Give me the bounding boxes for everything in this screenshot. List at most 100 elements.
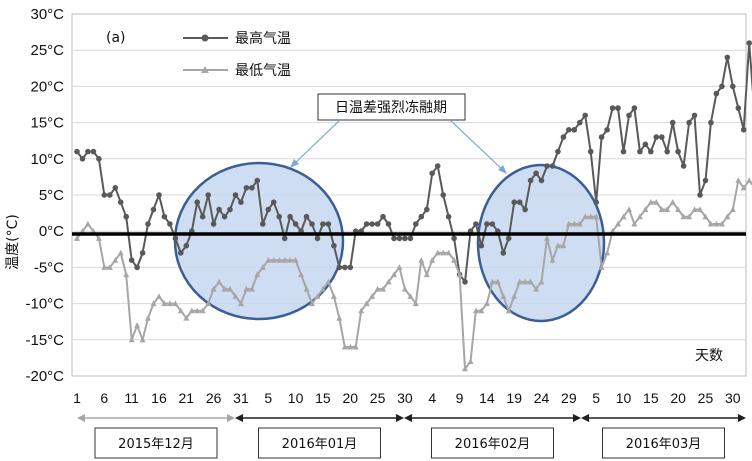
data-point (604, 127, 610, 133)
y-ticks: 30°C 25°C 20°C 15°C 10°C 5°C 0°C -5°C -10°C -15°C… (25, 6, 64, 385)
data-point (243, 285, 250, 292)
data-point (134, 322, 141, 328)
data-point (691, 112, 698, 119)
data-point (292, 257, 299, 263)
data-point (686, 119, 692, 126)
data-point (254, 271, 261, 278)
data-point (478, 307, 485, 314)
data-point (598, 134, 605, 140)
data-point (478, 242, 485, 249)
legend: 最高气温 最低气温 (183, 30, 291, 79)
data-point (210, 285, 217, 292)
data-point (626, 112, 632, 119)
data-point (702, 177, 709, 184)
y-tick-label: 30°C (30, 6, 64, 23)
data-point (659, 134, 665, 140)
data-point (484, 221, 490, 227)
data-point (166, 300, 173, 307)
data-point (363, 300, 370, 307)
data-point (314, 293, 321, 299)
data-point (423, 271, 430, 278)
x-tick-label: 29 (561, 390, 577, 406)
data-point (445, 249, 452, 256)
data-point (188, 307, 195, 314)
data-point (451, 235, 457, 242)
data-point (669, 119, 676, 126)
data-point (101, 192, 108, 198)
data-point (473, 221, 479, 227)
data-point (707, 220, 714, 227)
data-point (123, 213, 129, 220)
data-point (330, 293, 337, 299)
data-point (626, 206, 632, 212)
data-point (396, 264, 403, 270)
freeze-thaw-ellipse-2 (476, 163, 606, 323)
x-tick-label: 1 (73, 390, 81, 406)
data-point (653, 199, 660, 205)
x-tick-label: 30 (397, 390, 413, 406)
data-point (183, 314, 190, 321)
month-span-arrow-right (227, 414, 235, 422)
x-tick-label: 11 (124, 390, 139, 406)
data-point (445, 213, 452, 220)
data-point (270, 199, 277, 205)
data-point (429, 170, 436, 177)
data-point (489, 278, 496, 285)
month-label: 2016年02月 (455, 437, 531, 452)
data-point (336, 264, 343, 271)
x-tick-label: 4 (428, 390, 436, 406)
data-point (730, 83, 736, 90)
data-point (680, 213, 687, 220)
data-point (708, 119, 714, 126)
data-point (265, 257, 272, 263)
data-point (664, 148, 670, 155)
annotation-arrowhead-2 (498, 165, 507, 174)
annotation-text: 日温差强烈冻融期 (335, 99, 447, 116)
x-tick-label: 10 (288, 390, 304, 406)
data-point (724, 213, 731, 220)
data-point (456, 271, 463, 278)
series-layer (74, 40, 752, 372)
data-point (664, 206, 671, 212)
y-tick-label: -20°C (25, 368, 64, 385)
data-point (533, 170, 539, 177)
data-point (238, 199, 244, 205)
data-point (402, 235, 408, 242)
series-min (74, 177, 752, 372)
data-point (686, 213, 693, 220)
data-point (702, 213, 709, 220)
data-point (117, 199, 124, 205)
x-tick-label: 20 (342, 390, 358, 406)
data-point (675, 148, 681, 155)
data-point (101, 264, 108, 270)
panel-label: (a) (106, 30, 126, 46)
x-ticks: 1 6 11 16 21 26 31 5 10 15 20 25 30 4 9 14 19 24 29 5 10 15 20… (73, 390, 741, 406)
data-point (418, 257, 425, 263)
series-line (76, 42, 752, 285)
data-point (516, 199, 523, 205)
x-tick-label: 20 (670, 390, 686, 406)
data-point (434, 249, 441, 256)
data-point (260, 221, 266, 227)
month-box (602, 427, 725, 459)
data-point (544, 163, 550, 169)
data-point (177, 307, 184, 314)
data-point (675, 206, 682, 212)
data-point (527, 278, 534, 285)
data-point (718, 220, 725, 227)
data-point (489, 221, 496, 227)
data-point (358, 307, 365, 314)
data-point (265, 206, 272, 213)
data-point (331, 242, 337, 249)
data-point (658, 206, 665, 212)
data-point (347, 343, 354, 350)
data-point (440, 192, 447, 198)
data-point (407, 235, 414, 242)
x-tick-label: 25 (698, 390, 714, 406)
data-point (336, 314, 343, 321)
data-point (533, 285, 540, 292)
data-point (636, 213, 643, 220)
x-tick-label: 30 (725, 390, 741, 406)
data-point (314, 235, 321, 242)
month-span-arrow-right (573, 414, 581, 422)
